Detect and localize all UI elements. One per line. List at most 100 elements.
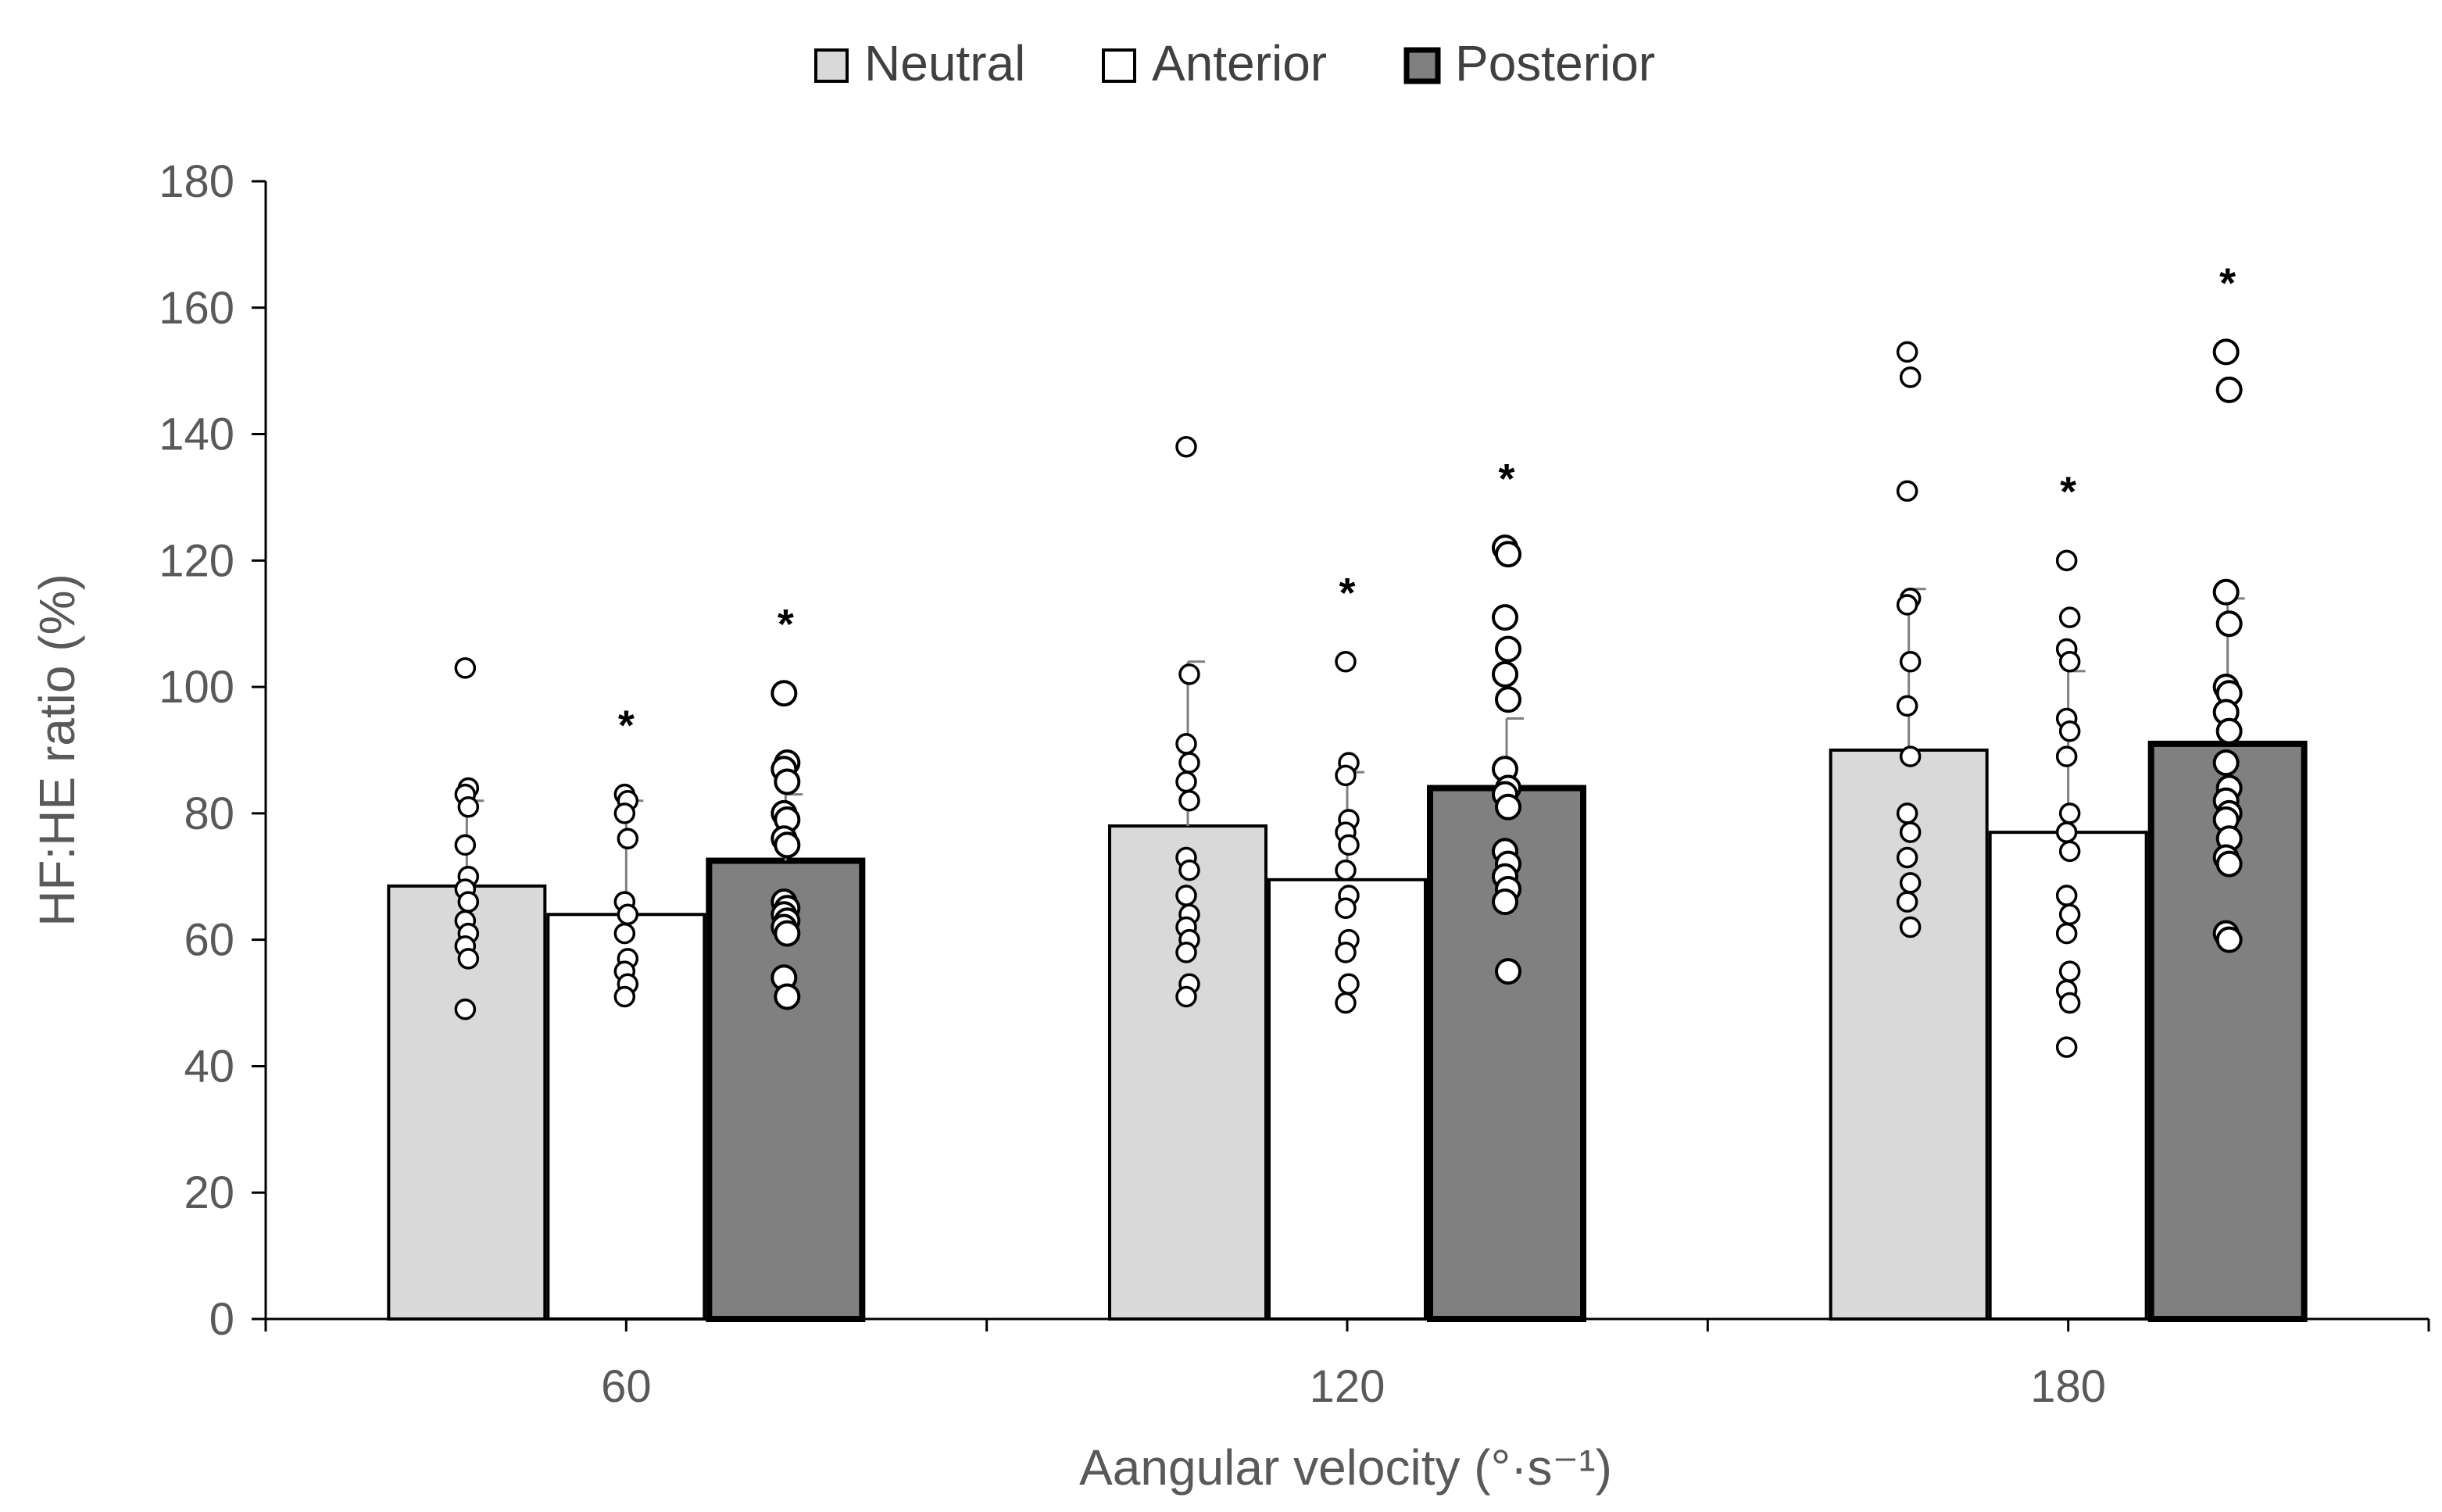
significance-star: * [1498, 456, 1514, 502]
data-point [454, 657, 477, 679]
data-point [2212, 578, 2240, 606]
x-tick-label: 120 [1310, 1361, 1385, 1412]
legend-label-posterior: Posterior [1455, 35, 1655, 91]
data-point [2055, 745, 2078, 767]
data-point [2058, 992, 2081, 1014]
data-point [2055, 885, 2078, 906]
significance-star: * [618, 702, 635, 749]
x-tick-label: 60 [601, 1361, 652, 1412]
data-point [2215, 376, 2243, 403]
y-tick-label: 40 [184, 1041, 234, 1092]
data-point [1175, 435, 1197, 458]
bar-neutral-180 [1829, 749, 1989, 1321]
data-point [1495, 793, 1521, 820]
y-tick-label: 0 [209, 1294, 234, 1345]
data-point [1178, 859, 1200, 881]
data-point [617, 827, 639, 849]
data-point [2058, 960, 2081, 982]
data-point [454, 998, 477, 1021]
data-point [457, 796, 480, 818]
significance-star: * [2060, 468, 2076, 515]
data-point [2055, 549, 2078, 572]
legend-swatch-anterior [1102, 48, 1136, 83]
data-point [1175, 942, 1197, 963]
y-tick-label: 160 [159, 283, 234, 334]
data-point [1175, 733, 1197, 755]
data-point [1178, 752, 1200, 774]
data-point [774, 920, 801, 947]
data-point [1896, 341, 1918, 363]
y-tick-label: 180 [159, 156, 234, 207]
data-point [1338, 834, 1360, 856]
data-point [774, 831, 801, 859]
data-point [2058, 802, 2081, 824]
y-tick-label: 100 [159, 662, 234, 713]
data-point [2215, 850, 2243, 878]
y-tick-label: 80 [184, 788, 234, 839]
y-tick-label: 140 [159, 409, 234, 460]
data-point [2055, 922, 2078, 945]
data-point [1495, 635, 1521, 663]
data-point [2058, 651, 2081, 673]
data-point [2212, 338, 2240, 366]
data-point [1338, 973, 1360, 995]
legend-label-anterior: Anterior [1152, 35, 1327, 91]
y-tick-label: 60 [184, 915, 234, 966]
data-point [1175, 885, 1197, 906]
data-point [1899, 366, 1922, 388]
data-point [1492, 888, 1518, 916]
data-point [774, 983, 801, 1010]
data-point [2055, 821, 2078, 843]
data-point [2215, 610, 2243, 638]
data-point [613, 985, 636, 1008]
data-point [2215, 717, 2243, 745]
data-point [617, 903, 639, 926]
data-point [1495, 958, 1521, 985]
y-tick-label: 120 [159, 535, 234, 586]
data-points [454, 338, 2243, 1058]
data-point [1175, 770, 1197, 793]
data-point [1896, 594, 1918, 616]
data-point [1178, 663, 1200, 685]
data-point [1492, 604, 1518, 631]
legend-swatch-neutral [814, 48, 849, 83]
data-point [1899, 872, 1922, 894]
data-point [1896, 695, 1918, 717]
data-point [1335, 942, 1357, 963]
data-point [1335, 651, 1357, 673]
data-point [1495, 541, 1521, 568]
data-point [774, 768, 801, 795]
y-tick-label: 20 [184, 1167, 234, 1218]
data-point [770, 680, 798, 707]
data-point [1175, 985, 1197, 1008]
data-point [1899, 916, 1922, 938]
data-point [1335, 992, 1357, 1014]
data-point [2058, 903, 2081, 926]
x-ticks: 60 120 180 [264, 1319, 2430, 1412]
significance-markers: * * * * * * [618, 259, 2236, 749]
data-point [1896, 891, 1918, 913]
data-point [1335, 859, 1357, 881]
data-point [2055, 1036, 2078, 1058]
x-axis-title: Aangular velocity (°·s⁻¹) [1079, 1439, 1612, 1496]
y-axis-title: HF:HE ratio (%) [29, 574, 85, 927]
data-point [1178, 789, 1200, 812]
data-point [454, 834, 477, 856]
significance-star: * [1339, 570, 1355, 617]
data-point [2058, 606, 2081, 628]
data-point [457, 948, 480, 970]
data-point [2058, 840, 2081, 863]
significance-star: * [778, 601, 794, 648]
data-point [1335, 897, 1357, 919]
significance-star: * [2219, 259, 2236, 306]
data-point [1899, 745, 1922, 767]
data-point [1335, 764, 1357, 787]
data-point [1896, 802, 1918, 824]
legend-label-neutral: Neutral [864, 35, 1025, 91]
data-point [457, 891, 480, 913]
data-point [1896, 480, 1918, 502]
legend-swatch-posterior [1403, 47, 1441, 84]
data-point [1492, 660, 1518, 688]
data-point [1899, 821, 1922, 843]
